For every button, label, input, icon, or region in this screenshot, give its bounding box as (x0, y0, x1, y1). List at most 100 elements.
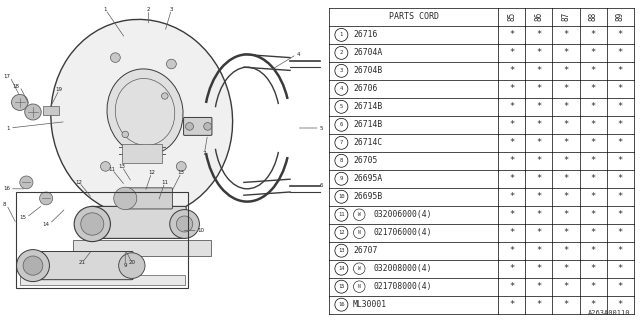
Text: 021706000(4): 021706000(4) (373, 228, 432, 237)
Text: *: * (618, 48, 623, 57)
Text: *: * (536, 192, 541, 201)
Text: 17: 17 (3, 74, 10, 79)
Bar (122, 144, 161, 163)
Text: 9: 9 (340, 176, 343, 181)
Text: PARTS CORD: PARTS CORD (389, 12, 439, 21)
Text: 11: 11 (109, 167, 116, 172)
Text: *: * (563, 282, 568, 291)
Text: 26716: 26716 (353, 30, 378, 39)
Text: *: * (563, 192, 568, 201)
Text: 26707: 26707 (353, 246, 378, 255)
Text: *: * (509, 246, 515, 255)
Text: 26714C: 26714C (353, 138, 382, 147)
Circle shape (20, 176, 33, 189)
Text: N: N (358, 284, 360, 289)
Text: *: * (618, 30, 623, 39)
Text: *: * (591, 120, 596, 129)
Text: *: * (536, 300, 541, 309)
Text: *: * (509, 174, 515, 183)
Text: *: * (563, 30, 568, 39)
Text: *: * (563, 300, 568, 309)
Text: 1: 1 (6, 125, 10, 131)
Text: *: * (563, 156, 568, 165)
Text: N: N (358, 230, 360, 235)
Text: *: * (618, 210, 623, 219)
Text: *: * (509, 210, 515, 219)
Text: *: * (591, 66, 596, 75)
Circle shape (74, 206, 111, 242)
Text: *: * (591, 282, 596, 291)
Text: 26714B: 26714B (353, 120, 382, 129)
Circle shape (114, 187, 137, 210)
Text: *: * (536, 282, 541, 291)
Text: *: * (509, 228, 515, 237)
Text: *: * (591, 192, 596, 201)
Text: 26704B: 26704B (353, 66, 382, 75)
Text: 3: 3 (340, 68, 343, 73)
Text: 87: 87 (561, 12, 570, 21)
Text: 89: 89 (616, 12, 625, 21)
Text: *: * (591, 228, 596, 237)
Text: *: * (536, 228, 541, 237)
Text: 3: 3 (170, 7, 173, 12)
Text: ML30001: ML30001 (353, 300, 387, 309)
Text: 13: 13 (118, 164, 125, 169)
Text: *: * (536, 138, 541, 147)
Text: 1: 1 (104, 7, 108, 12)
Text: A263A00110: A263A00110 (588, 310, 630, 316)
Text: *: * (563, 120, 568, 129)
Text: 13: 13 (338, 248, 344, 253)
Text: *: * (591, 210, 596, 219)
Text: *: * (509, 102, 515, 111)
Bar (72, 240, 211, 256)
Circle shape (111, 53, 120, 62)
Text: 1: 1 (340, 32, 343, 37)
Text: 88: 88 (589, 12, 598, 21)
Circle shape (100, 162, 111, 171)
Text: *: * (509, 48, 515, 57)
Circle shape (186, 123, 193, 130)
Text: 6: 6 (320, 183, 323, 188)
Text: *: * (618, 228, 623, 237)
Ellipse shape (51, 20, 232, 217)
Text: *: * (618, 282, 623, 291)
Text: *: * (509, 30, 515, 39)
Text: 4: 4 (340, 86, 343, 91)
Text: *: * (536, 48, 541, 57)
Text: *: * (591, 156, 596, 165)
Text: 032008000(4): 032008000(4) (373, 264, 432, 273)
Text: 14: 14 (338, 266, 344, 271)
Text: *: * (563, 246, 568, 255)
Circle shape (177, 216, 193, 232)
FancyBboxPatch shape (91, 206, 186, 238)
Text: *: * (536, 102, 541, 111)
Text: *: * (536, 30, 541, 39)
Circle shape (25, 104, 41, 120)
Text: *: * (618, 84, 623, 93)
Circle shape (23, 256, 43, 275)
Text: *: * (563, 264, 568, 273)
Text: 26714B: 26714B (353, 102, 382, 111)
Text: 2: 2 (147, 7, 150, 12)
Text: *: * (509, 264, 515, 273)
Text: *: * (563, 210, 568, 219)
Circle shape (40, 192, 52, 205)
Circle shape (118, 253, 145, 278)
Text: *: * (618, 120, 623, 129)
Text: 6: 6 (340, 122, 343, 127)
Text: 7: 7 (203, 151, 206, 156)
Text: W: W (358, 266, 360, 271)
Text: 16: 16 (338, 302, 344, 307)
Circle shape (12, 94, 28, 110)
Circle shape (161, 93, 168, 99)
Circle shape (122, 131, 129, 138)
Text: 20: 20 (129, 260, 135, 265)
Bar (17, 192, 188, 288)
Text: 16: 16 (3, 186, 10, 191)
Text: 11: 11 (338, 212, 344, 217)
FancyBboxPatch shape (184, 117, 212, 135)
Text: 19: 19 (56, 87, 63, 92)
Text: *: * (591, 264, 596, 273)
Text: 26705: 26705 (353, 156, 378, 165)
Text: *: * (618, 156, 623, 165)
